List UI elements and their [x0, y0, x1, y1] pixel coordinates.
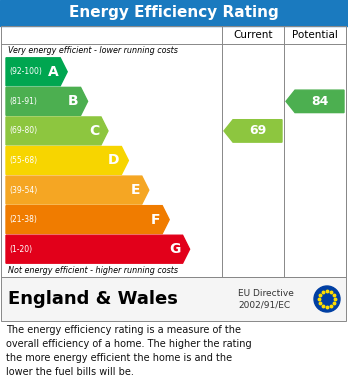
Polygon shape: [6, 117, 108, 145]
Text: C: C: [89, 124, 99, 138]
Text: G: G: [169, 242, 181, 256]
Text: (55-68): (55-68): [9, 156, 37, 165]
Text: F: F: [151, 213, 160, 227]
Text: England & Wales: England & Wales: [8, 290, 178, 308]
Text: (92-100): (92-100): [9, 67, 42, 76]
Text: The energy efficiency rating is a measure of the
overall efficiency of a home. T: The energy efficiency rating is a measur…: [6, 325, 252, 377]
Polygon shape: [224, 120, 282, 142]
Polygon shape: [6, 58, 67, 86]
Polygon shape: [6, 206, 169, 234]
Text: 69: 69: [249, 124, 266, 137]
Text: (81-91): (81-91): [9, 97, 37, 106]
Polygon shape: [6, 87, 88, 115]
Text: Very energy efficient - lower running costs: Very energy efficient - lower running co…: [8, 46, 178, 55]
Bar: [0, 0, 348, 26]
Text: D: D: [108, 154, 119, 167]
Text: Not energy efficient - higher running costs: Not energy efficient - higher running co…: [8, 266, 178, 275]
Text: B: B: [68, 94, 79, 108]
Polygon shape: [6, 235, 190, 263]
Text: EU Directive
2002/91/EC: EU Directive 2002/91/EC: [238, 289, 294, 309]
Polygon shape: [6, 147, 128, 174]
Text: (1-20): (1-20): [9, 245, 32, 254]
Circle shape: [314, 286, 340, 312]
Polygon shape: [286, 90, 344, 113]
Polygon shape: [6, 176, 149, 204]
Text: Energy Efficiency Rating: Energy Efficiency Rating: [69, 5, 279, 20]
Bar: [1, 277, 346, 321]
Text: (69-80): (69-80): [9, 126, 37, 135]
Text: Current: Current: [233, 30, 273, 40]
Text: Potential: Potential: [292, 30, 338, 40]
Text: (21-38): (21-38): [9, 215, 37, 224]
Bar: [1, 26, 346, 277]
Text: E: E: [130, 183, 140, 197]
Text: 84: 84: [311, 95, 328, 108]
Text: (39-54): (39-54): [9, 186, 37, 195]
Text: A: A: [47, 65, 58, 79]
